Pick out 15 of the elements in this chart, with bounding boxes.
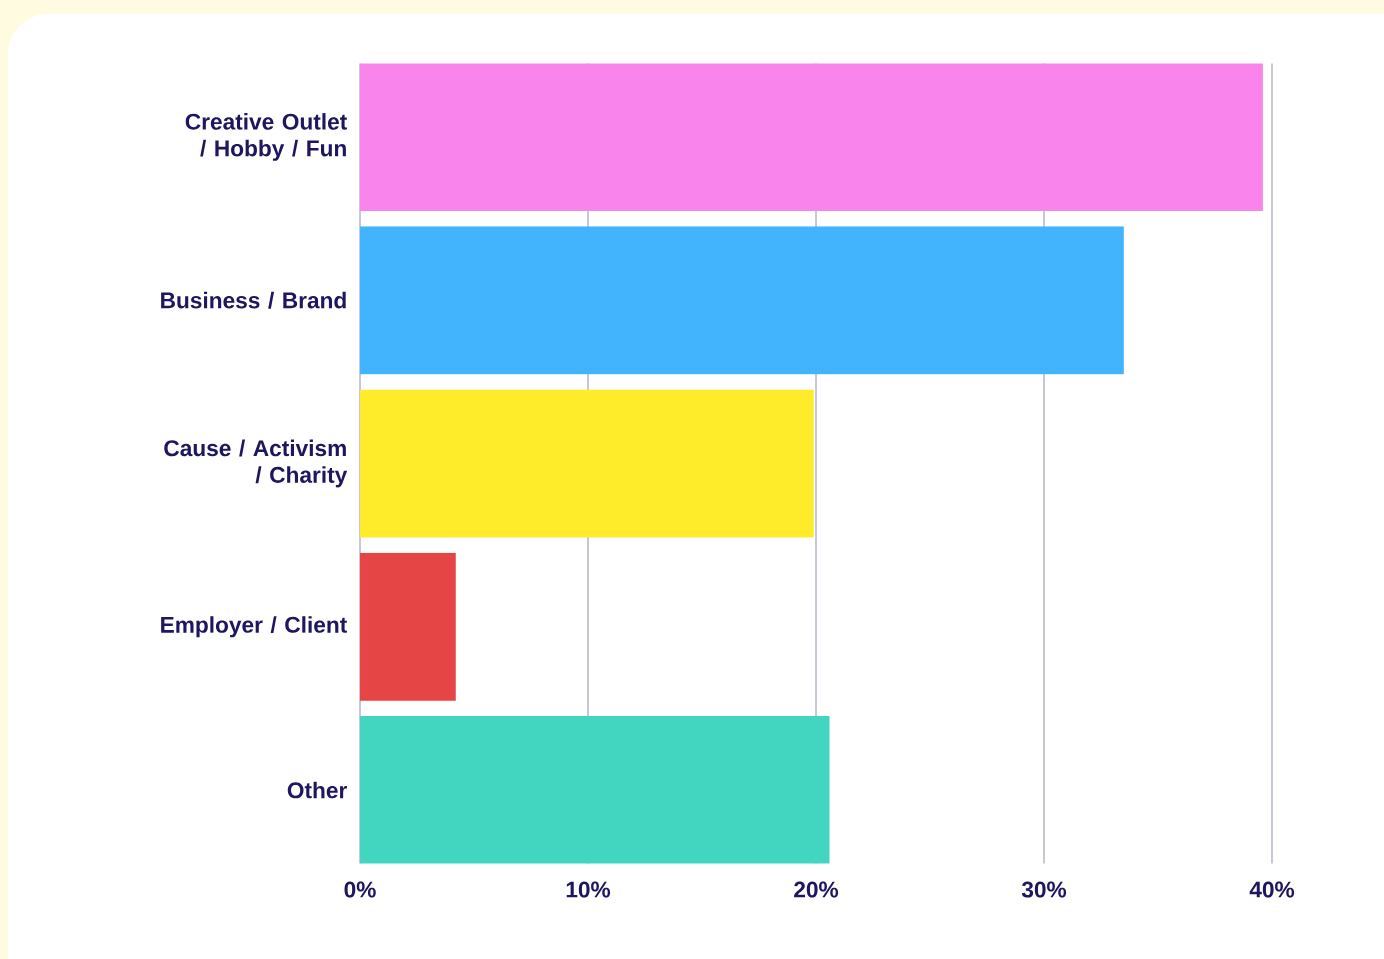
x-tick-label: 30% [1021, 881, 1067, 898]
y-tick-label: Cause / Activism / Charity [164, 439, 348, 488]
x-tick-label: 10% [566, 881, 611, 898]
x-tick-label: 0% [344, 881, 376, 898]
y-tick-label: Employer / Client [161, 616, 348, 638]
x-tick-label: 40% [1249, 881, 1295, 898]
x-tick-label: 20% [794, 881, 839, 898]
y-tick-label: Other [287, 781, 347, 799]
bar [360, 63, 1263, 211]
bar [360, 552, 456, 701]
y-tick-label: Business / Brand [161, 291, 346, 309]
bar [360, 716, 830, 864]
bar [360, 226, 1124, 375]
bar [360, 389, 814, 538]
y-tick-label: Creative Outlet / Hobby / Fun [185, 113, 347, 161]
